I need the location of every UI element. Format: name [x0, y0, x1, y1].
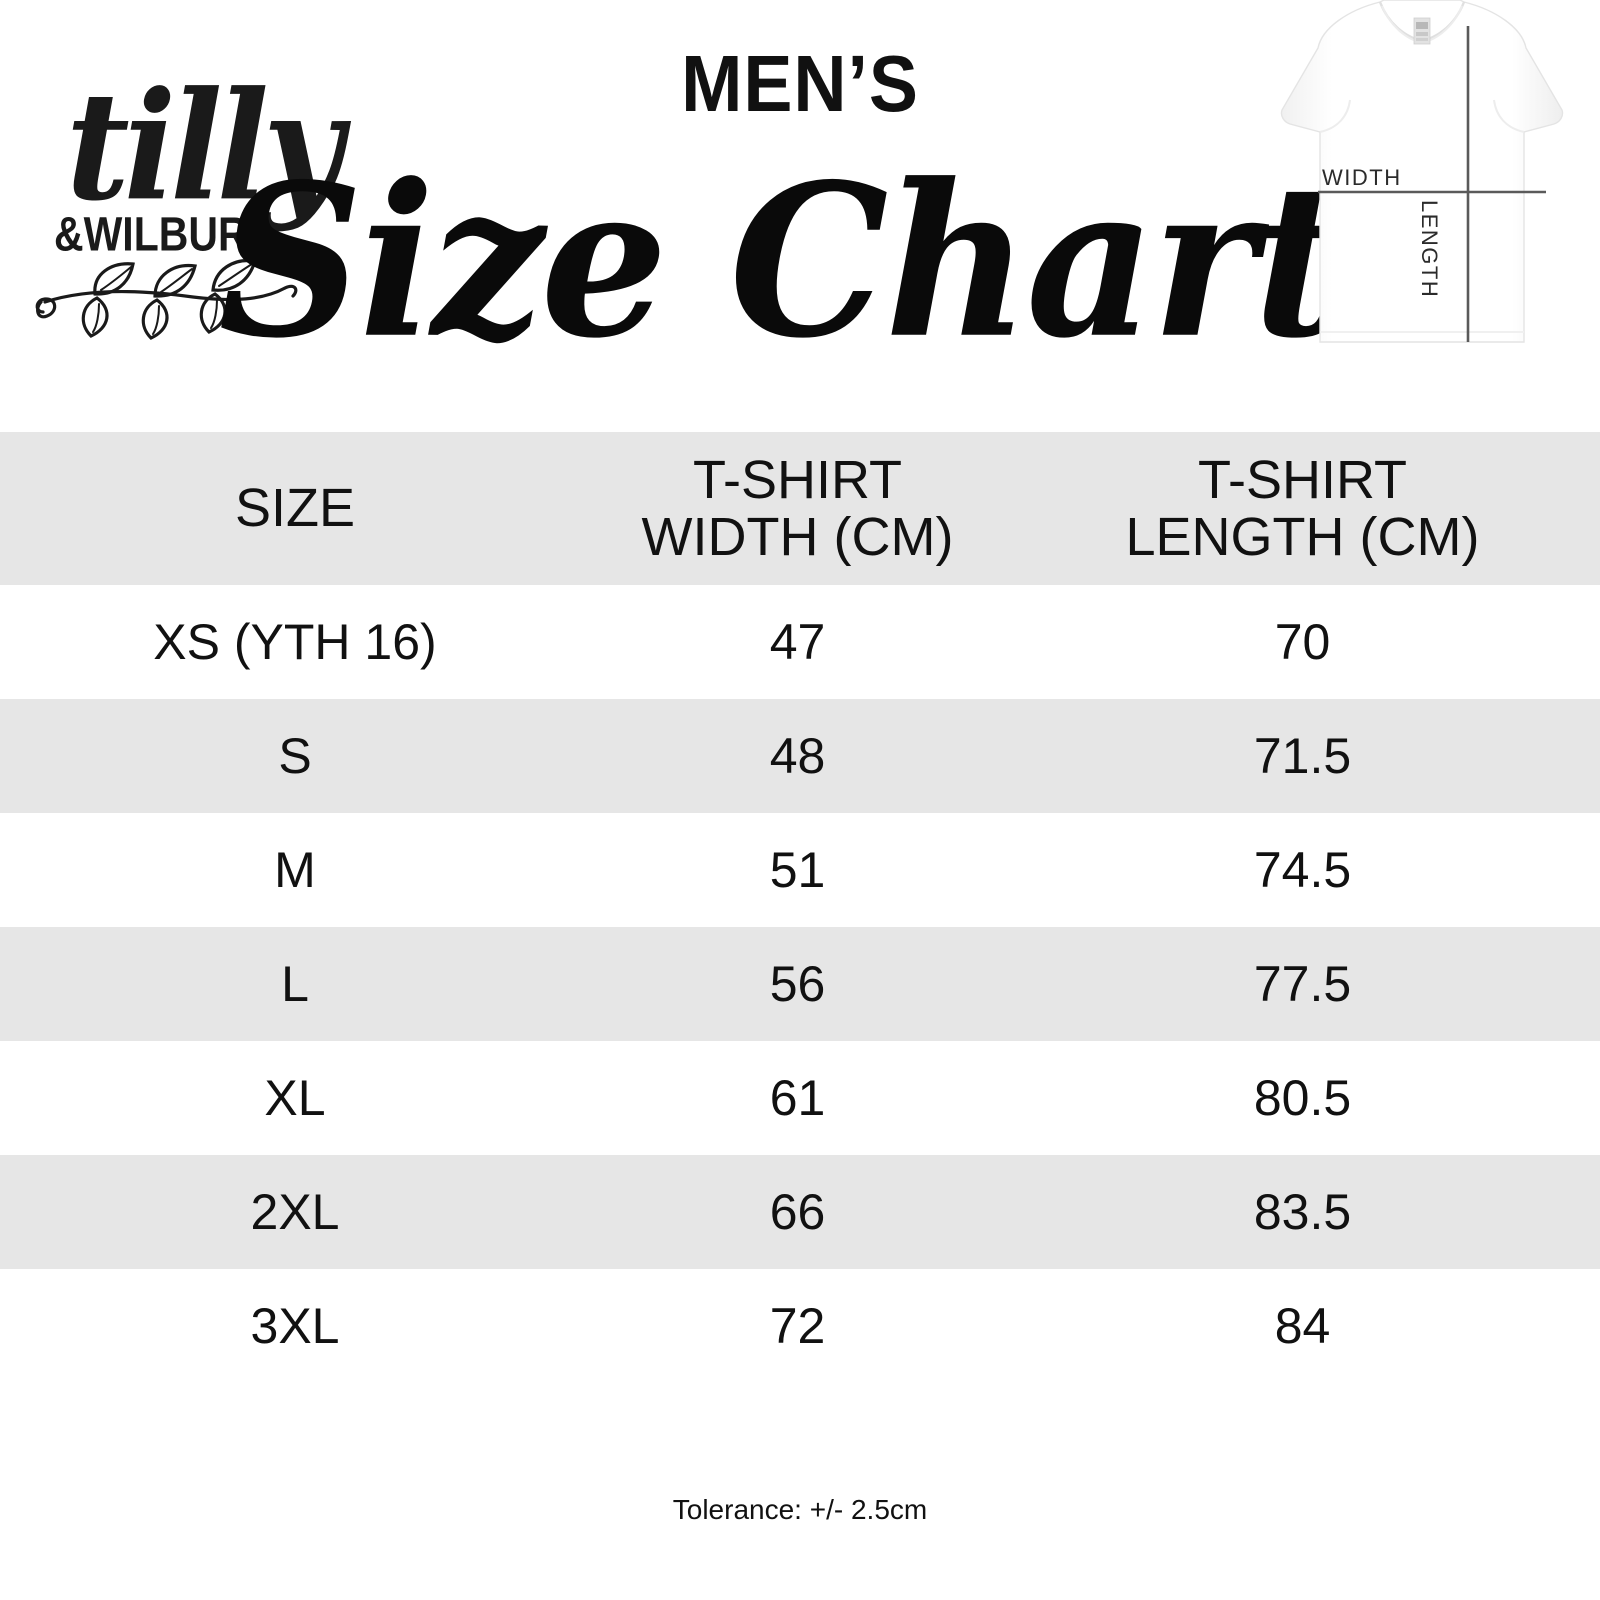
cell-width: 47 [769, 614, 826, 670]
cell-width: 48 [769, 728, 826, 784]
column-header-size: SIZE [234, 478, 356, 539]
cell-length: 71.5 [1253, 728, 1352, 784]
tshirt-icon [1280, 0, 1564, 343]
page-title-category: MEN’S [681, 39, 919, 128]
cell-width: 72 [769, 1298, 826, 1354]
cell-width: 56 [769, 956, 826, 1012]
cell-width: 66 [769, 1184, 826, 1240]
cell-length: 80.5 [1253, 1070, 1352, 1126]
cell-size: L [281, 956, 309, 1012]
cell-length: 70 [1274, 614, 1331, 670]
table-row: XS (YTH 16) 47 70 [0, 585, 1600, 699]
page-header: tilly &WILBUR [0, 0, 1600, 432]
brand-name-sub: &WILBUR [54, 207, 248, 262]
width-label: WIDTH [1322, 165, 1402, 190]
tolerance-note: Tolerance: +/- 2.5cm [672, 1494, 928, 1525]
table-row: 2XL 66 83.5 [0, 1155, 1600, 1269]
cell-size: S [278, 728, 312, 784]
cell-size: M [274, 842, 316, 898]
cell-size: XS (YTH 16) [153, 614, 437, 670]
cell-length: 84 [1274, 1298, 1331, 1354]
cell-size: 2XL [250, 1184, 340, 1240]
table-row: L 56 77.5 [0, 927, 1600, 1041]
brand-logo: tilly &WILBUR [28, 71, 343, 345]
leaf-branch-icon [33, 250, 303, 345]
cell-length: 83.5 [1253, 1184, 1352, 1240]
page-title: Size Chart [218, 138, 1346, 386]
length-label: LENGTH [1417, 200, 1442, 299]
table-header-row: SIZE T-SHIRT WIDTH (CM) T-SHIRT LENGTH (… [0, 432, 1600, 585]
brand-name-script: tilly [66, 57, 343, 235]
column-header-width: T-SHIRT WIDTH (CM) [641, 449, 954, 567]
table-row: XL 61 80.5 [0, 1041, 1600, 1155]
tshirt-diagram: WIDTH LENGTH [1262, 0, 1582, 360]
size-chart-table: SIZE T-SHIRT WIDTH (CM) T-SHIRT LENGTH (… [0, 432, 1600, 1383]
cell-size: 3XL [250, 1298, 340, 1354]
cell-length: 77.5 [1253, 956, 1352, 1012]
cell-size: XL [264, 1070, 326, 1126]
column-header-length: T-SHIRT LENGTH (CM) [1125, 449, 1480, 567]
table-row: 3XL 72 84 [0, 1269, 1600, 1383]
cell-width: 61 [769, 1070, 826, 1126]
table-row: M 51 74.5 [0, 813, 1600, 927]
table-row: S 48 71.5 [0, 699, 1600, 813]
cell-length: 74.5 [1253, 842, 1352, 898]
cell-width: 51 [769, 842, 826, 898]
